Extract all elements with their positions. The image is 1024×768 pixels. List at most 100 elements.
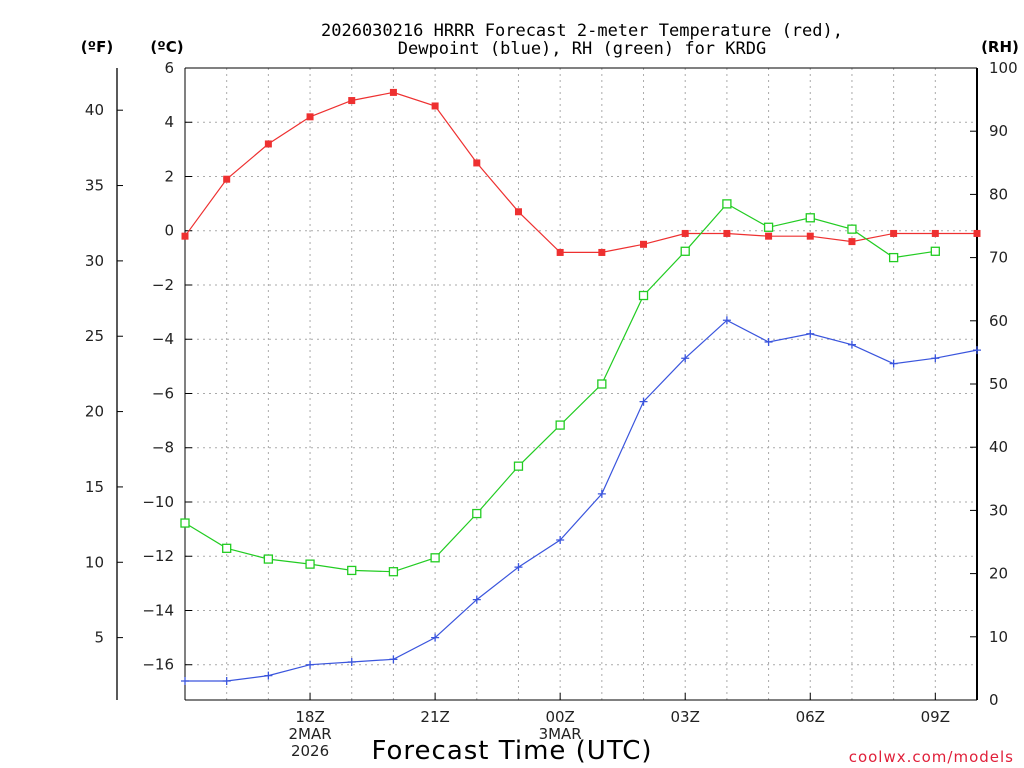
celsius-tick-label: −6 — [152, 384, 174, 402]
temperature-point — [723, 229, 731, 237]
temperature-point — [848, 238, 856, 246]
celsius-unit-label: (ºC) — [150, 38, 183, 56]
temperature-point — [556, 248, 564, 256]
temperature-point — [765, 232, 773, 240]
celsius-tick-label: 6 — [164, 59, 174, 77]
temperature-point — [598, 248, 606, 256]
rh-unit-label: (RH) — [981, 38, 1019, 56]
celsius-tick-label: −12 — [142, 547, 174, 565]
dewpoint-point — [806, 329, 815, 338]
fahrenheit-unit-label: (ºF) — [81, 38, 113, 56]
chart-title-line2: Dewpoint (blue), RH (green) for KRDG — [398, 39, 766, 59]
temperature-point — [389, 88, 397, 96]
rh-point — [513, 461, 524, 471]
dewpoint-point — [639, 397, 648, 406]
temperature-point — [931, 229, 939, 237]
dewpoint-point — [514, 563, 523, 572]
rh-point — [430, 553, 440, 563]
celsius-tick-label: −4 — [152, 330, 174, 348]
x-tick-label: 3MAR — [539, 725, 582, 743]
chart-title-line1: 2026030216 HRRR Forecast 2-meter Tempera… — [321, 21, 843, 41]
temperature-point — [473, 159, 481, 167]
temperature-point — [306, 113, 314, 121]
rh-point — [263, 554, 274, 564]
rh-tick-label: 10 — [989, 628, 1008, 646]
dewpoint-point — [681, 354, 690, 363]
rh-point — [347, 565, 357, 576]
x-tick-label: 18Z — [295, 708, 324, 726]
temperature-point — [806, 232, 814, 240]
dewpoint-point — [264, 671, 273, 680]
fahrenheit-tick-label: 10 — [85, 553, 104, 571]
temperature-point — [431, 102, 439, 110]
celsius-tick-label: −14 — [142, 601, 174, 619]
dewpoint-point — [597, 489, 606, 498]
dewpoint-point — [556, 535, 565, 544]
dewpoint-point — [973, 346, 981, 355]
rh-tick-label: 30 — [989, 501, 1008, 519]
x-tick-label: 21Z — [420, 708, 449, 726]
x-tick-label: 2MAR — [288, 725, 331, 743]
rh-tick-label: 80 — [989, 185, 1008, 203]
dewpoint-point — [722, 316, 731, 325]
x-tick-label: 03Z — [671, 708, 700, 726]
x-tick-label: 06Z — [796, 708, 825, 726]
rh-tick-label: 70 — [989, 249, 1008, 267]
celsius-tick-label: 4 — [164, 113, 174, 131]
dewpoint-point — [306, 660, 315, 669]
celsius-tick-label: 0 — [164, 222, 174, 240]
dewpoint-point — [472, 595, 481, 604]
rh-point — [597, 379, 607, 389]
rh-point — [388, 567, 399, 577]
fahrenheit-tick-label: 15 — [85, 478, 104, 496]
series-layer — [180, 88, 981, 686]
celsius-tick-label: 2 — [164, 167, 174, 185]
rh-point — [222, 543, 232, 553]
rh-point — [305, 559, 315, 569]
axes: 6420−2−4−6−8−10−12−14−164035302520151051… — [85, 59, 1018, 760]
temperature-point — [973, 229, 981, 237]
temperature-point — [681, 229, 689, 237]
rh-point — [180, 518, 190, 528]
temperature-point — [264, 140, 272, 148]
x-tick-label: 2026 — [291, 742, 329, 760]
rh-point — [847, 224, 857, 234]
rh-tick-label: 20 — [989, 565, 1008, 583]
fahrenheit-tick-label: 35 — [85, 177, 104, 195]
temperature-point — [640, 240, 648, 248]
fahrenheit-tick-label: 25 — [85, 327, 104, 345]
dewpoint-point — [347, 658, 356, 667]
rh-point — [722, 199, 732, 209]
x-tick-label: 00Z — [545, 708, 574, 726]
rh-point — [930, 246, 940, 256]
celsius-tick-label: −10 — [142, 493, 174, 511]
temperature-point — [514, 208, 522, 216]
rh-point — [805, 213, 815, 223]
rh-point — [888, 252, 899, 263]
celsius-tick-label: −8 — [152, 439, 174, 457]
temperature-line — [184, 91, 977, 253]
celsius-tick-label: −16 — [142, 656, 174, 674]
dewpoint-point — [389, 655, 398, 664]
rh-point — [555, 420, 565, 430]
dewpoint-point — [431, 633, 440, 642]
temperature-point — [223, 175, 231, 183]
temperature-point — [890, 229, 898, 237]
dewpoint-line — [185, 319, 978, 682]
rh-point — [763, 222, 774, 232]
celsius-tick-label: −2 — [152, 276, 174, 294]
rh-point — [472, 508, 482, 519]
rh-tick-label: 50 — [989, 375, 1008, 393]
x-axis-title: Forecast Time (UTC) — [371, 736, 652, 766]
rh-point — [680, 246, 690, 256]
dewpoint-point — [931, 354, 940, 363]
rh-tick-label: 0 — [989, 691, 999, 709]
grid-lines — [185, 67, 977, 700]
fahrenheit-tick-label: 30 — [85, 252, 104, 270]
fahrenheit-tick-label: 5 — [94, 629, 104, 647]
dewpoint-point — [764, 337, 773, 346]
dewpoint-point — [181, 677, 189, 686]
rh-tick-label: 100 — [989, 59, 1018, 77]
rh-tick-label: 90 — [989, 122, 1008, 140]
